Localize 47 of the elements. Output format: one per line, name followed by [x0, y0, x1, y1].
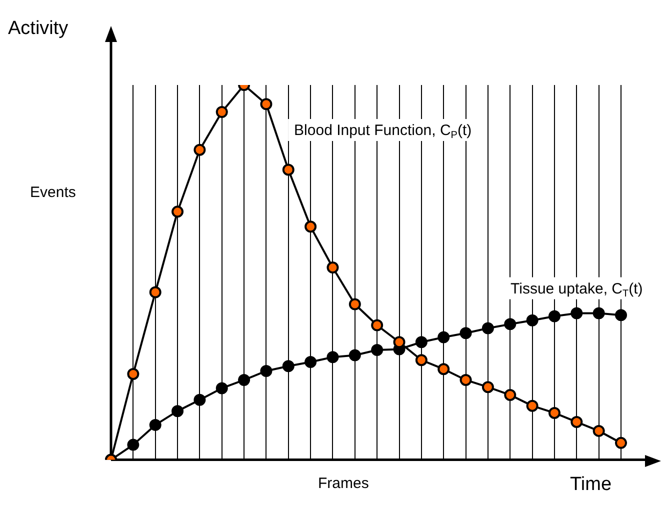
point [172, 206, 184, 218]
y-axis-title: Activity [8, 18, 68, 40]
point [371, 344, 384, 356]
point [371, 319, 384, 332]
text: Events [30, 184, 76, 201]
point [216, 382, 228, 394]
point [282, 164, 294, 176]
point [304, 356, 317, 368]
point [260, 98, 272, 110]
text: Frames [318, 475, 369, 492]
point [216, 106, 228, 118]
point [504, 318, 516, 330]
point [172, 405, 184, 418]
point [260, 364, 272, 377]
point [615, 309, 627, 322]
point [149, 286, 162, 298]
point [304, 220, 317, 233]
point [592, 424, 605, 437]
point [348, 349, 361, 362]
point [326, 262, 339, 274]
point [592, 307, 605, 320]
point [504, 388, 516, 401]
point [438, 363, 450, 376]
point [238, 374, 250, 386]
point [526, 314, 538, 326]
point [526, 400, 538, 412]
point [548, 406, 560, 419]
point [194, 144, 206, 156]
point [615, 436, 627, 449]
point [127, 438, 140, 451]
point [438, 331, 450, 344]
point [282, 360, 294, 372]
x-axis-title: Time [570, 474, 612, 496]
point [415, 354, 428, 366]
point [415, 336, 428, 348]
point [460, 327, 472, 340]
point [482, 381, 494, 394]
point [482, 322, 494, 334]
point [326, 351, 339, 364]
point [570, 416, 583, 428]
point [570, 307, 583, 320]
point [348, 298, 361, 310]
point [460, 374, 472, 386]
point [149, 418, 162, 431]
point [194, 394, 206, 406]
point [127, 368, 140, 380]
point [548, 310, 560, 322]
